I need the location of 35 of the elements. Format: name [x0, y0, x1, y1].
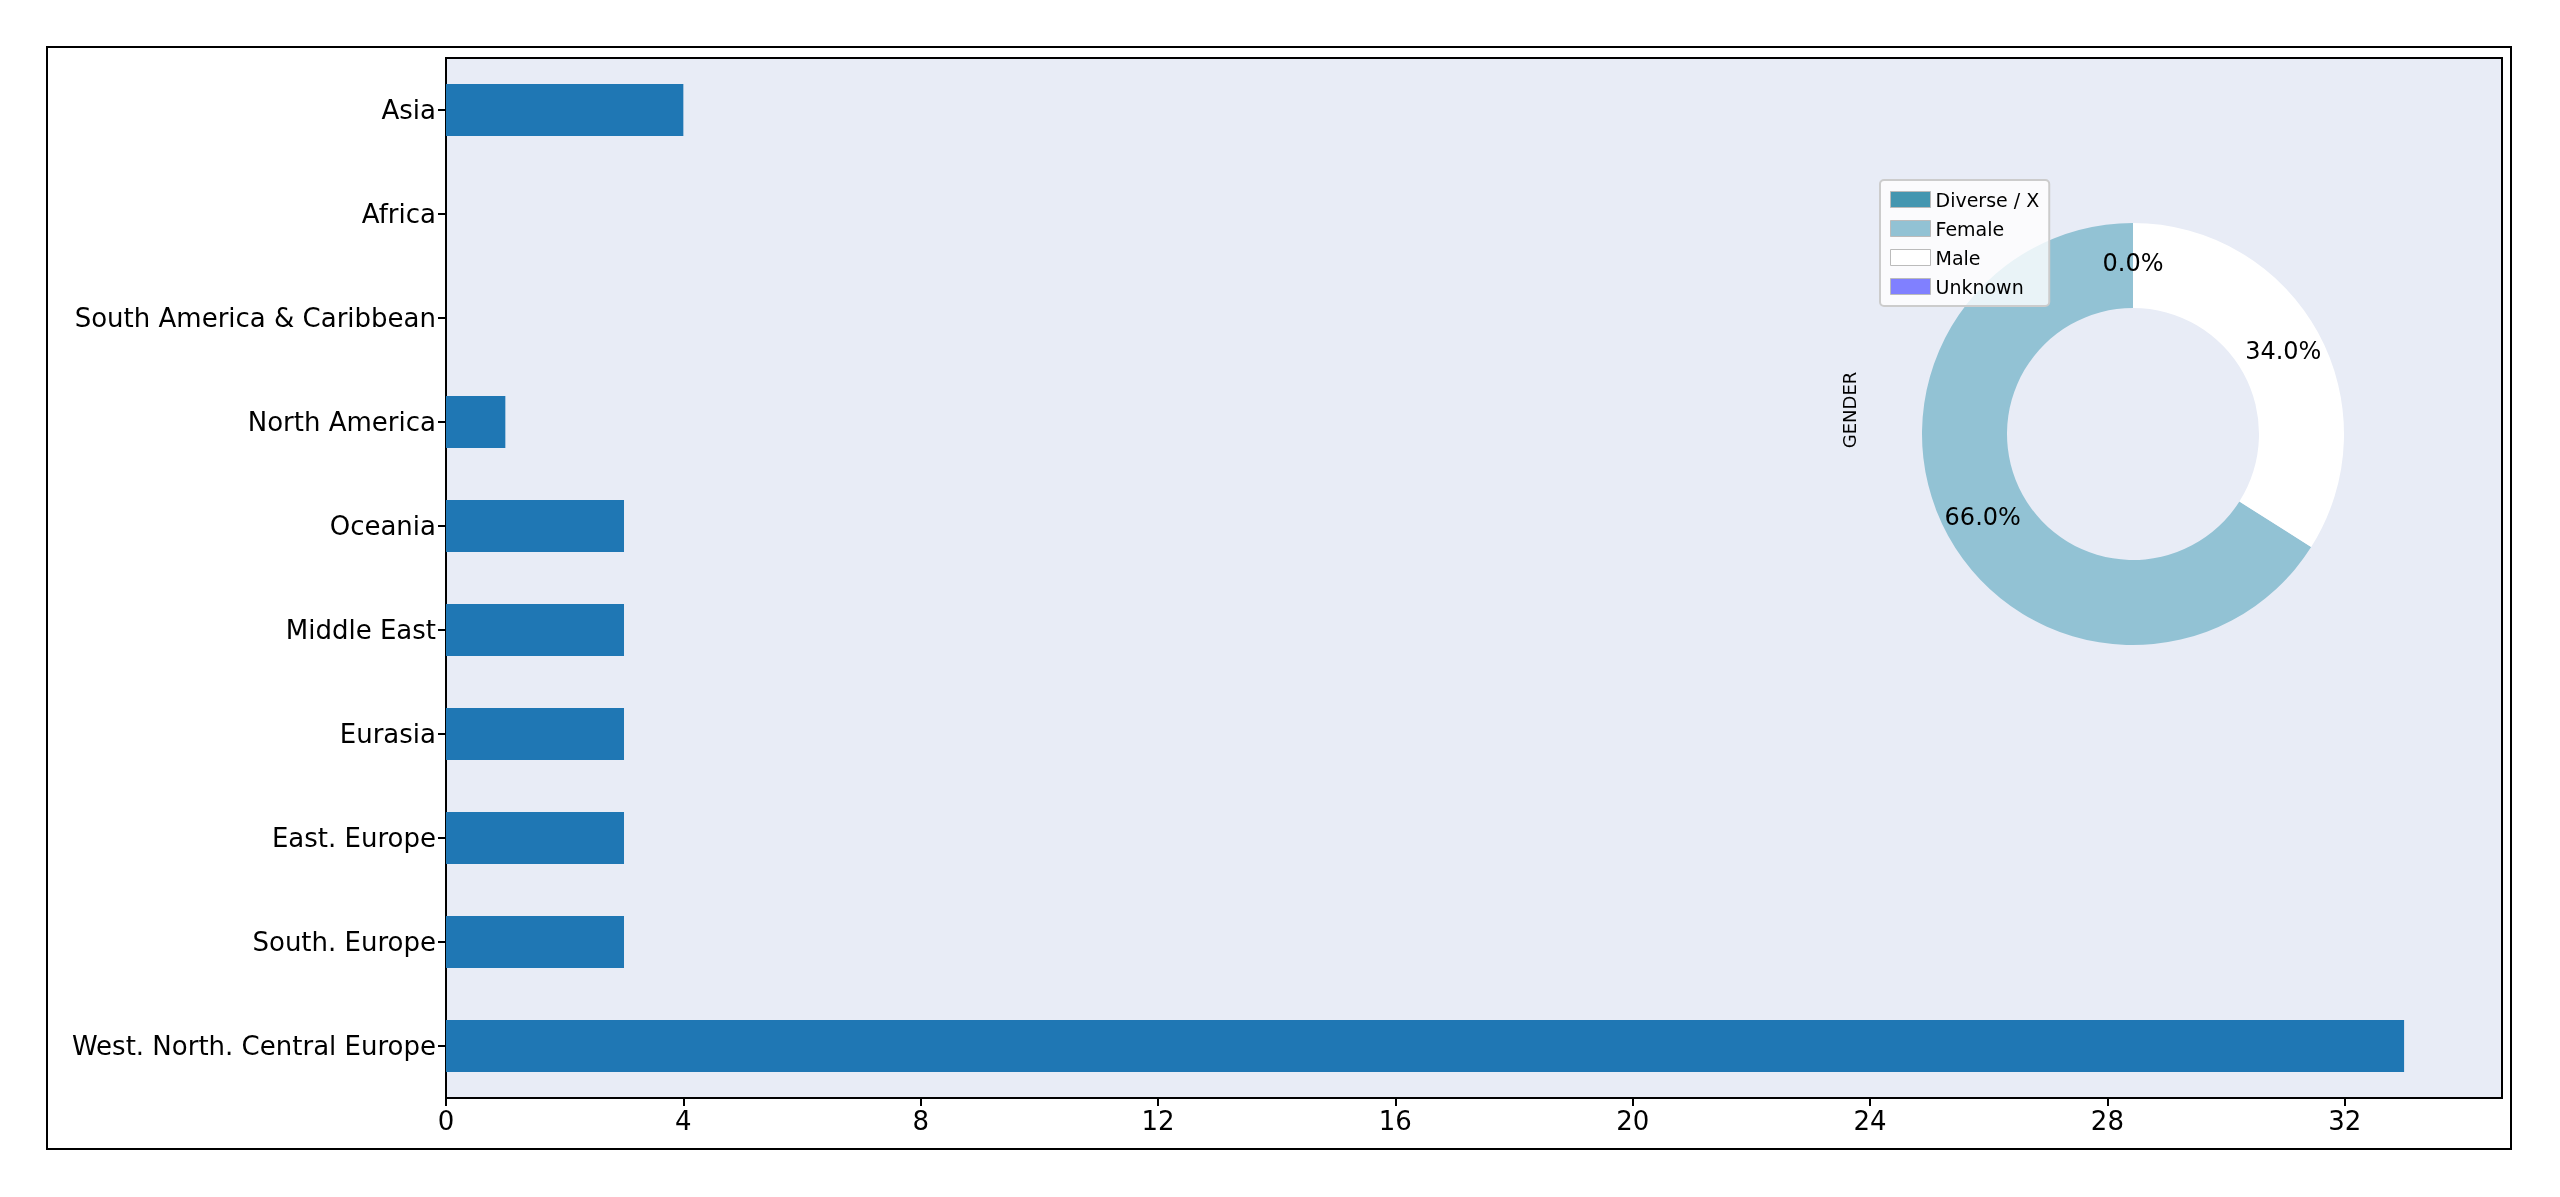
x-tick-label: 28 — [2090, 1106, 2124, 1136]
x-tick-label: 12 — [1141, 1106, 1175, 1136]
bar — [446, 916, 625, 968]
data-label: 66.0% — [1944, 502, 2021, 531]
text: GENDER — [1838, 371, 1860, 449]
x-tick-label: 16 — [1378, 1106, 1412, 1136]
x-tick-label: 20 — [1616, 1106, 1650, 1136]
y-tick-label: Oceania — [329, 511, 436, 541]
x-tick-label: 0 — [437, 1106, 455, 1136]
text: 0.0% — [2102, 248, 2164, 277]
y-tick-label: Africa — [361, 199, 436, 229]
y-tick-label: Asia — [381, 95, 436, 125]
bar — [446, 500, 625, 552]
y-tick-label: West. North. Central Europe — [71, 1031, 436, 1061]
bar — [446, 708, 625, 760]
legend-label: Male — [1935, 246, 1981, 269]
y-tick-label: Eurasia — [339, 719, 436, 749]
x-tick-label: 8 — [912, 1106, 929, 1136]
bar — [446, 604, 625, 656]
y-tick-label: North America — [247, 407, 436, 437]
legend-label: Female — [1935, 217, 2005, 240]
legend-label: Diverse / X — [1935, 188, 2040, 211]
legend-label: Unknown — [1935, 275, 2024, 298]
y-tick-label: East. Europe — [271, 823, 436, 853]
y-tick-label: South America & Caribbean — [74, 303, 436, 333]
y-tick-label: Middle East — [285, 615, 436, 645]
bar — [446, 1020, 2405, 1072]
x-tick-label: 24 — [1853, 1106, 1887, 1136]
y-tick-label: South. Europe — [252, 927, 436, 957]
x-tick-label: 4 — [675, 1106, 692, 1136]
bar — [446, 396, 506, 448]
bar — [446, 812, 625, 864]
x-tick-label: 32 — [2328, 1106, 2362, 1136]
bar — [446, 84, 684, 136]
data-label: 34.0% — [2245, 337, 2322, 366]
